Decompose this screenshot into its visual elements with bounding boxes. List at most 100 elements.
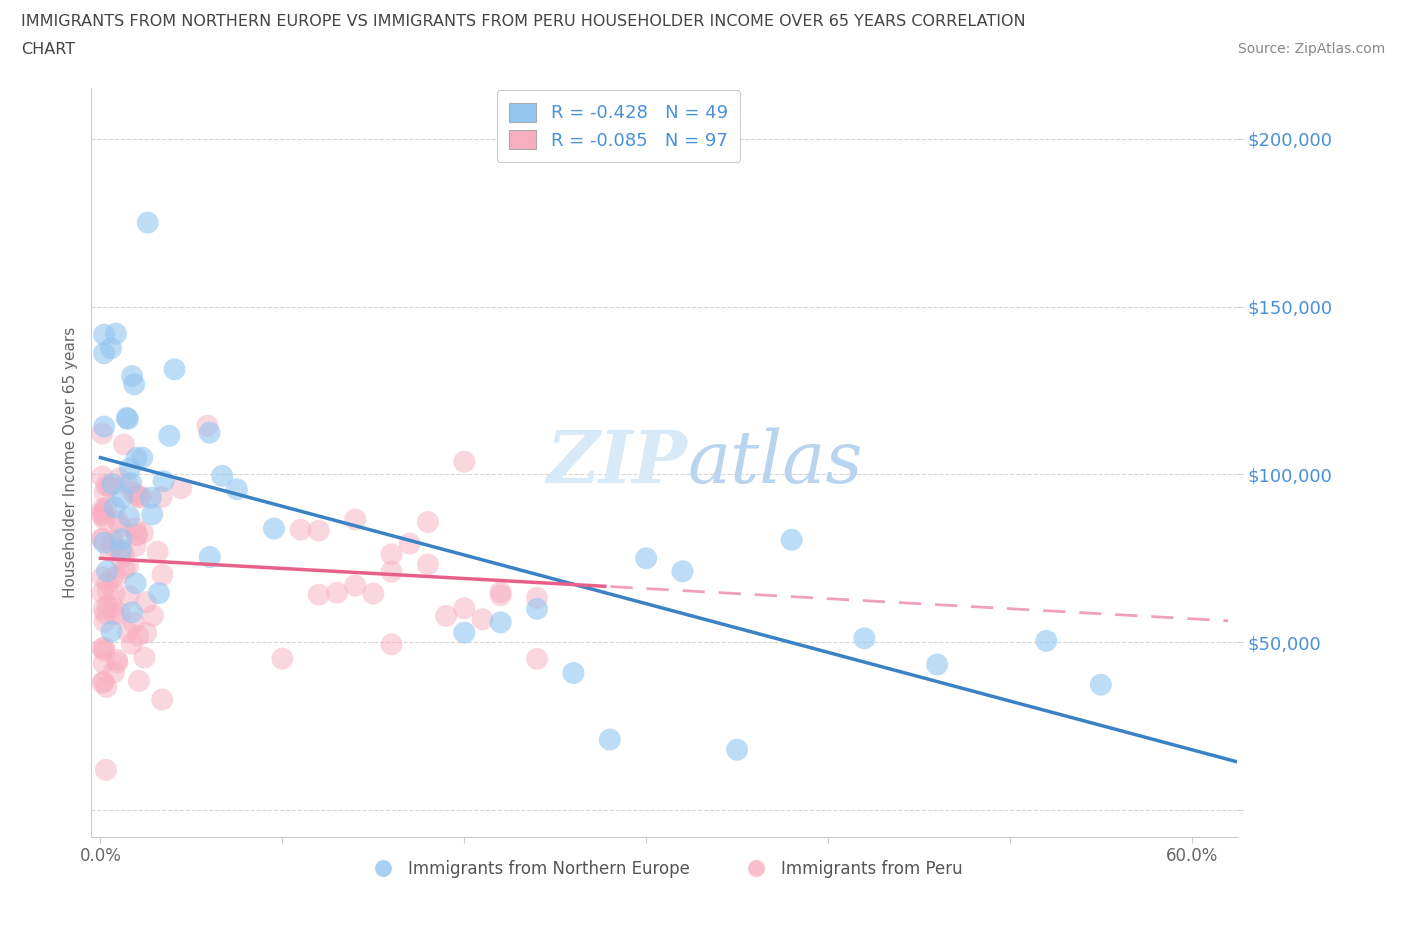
Point [380, 547, 402, 562]
Point [91, 675, 114, 690]
Point [489, 585, 512, 600]
Point [96, 598, 118, 613]
Point [152, 567, 174, 582]
Point [211, 469, 233, 484]
Y-axis label: Householder Income Over 65 years: Householder Income Over 65 years [62, 327, 77, 598]
Point [93, 419, 115, 434]
Point [93, 327, 115, 342]
Point [125, 527, 148, 542]
Point [290, 522, 312, 537]
Point [91, 586, 114, 601]
Point [131, 450, 153, 465]
Point [103, 538, 125, 553]
Point [93, 512, 115, 527]
Point [120, 475, 142, 490]
Point [134, 650, 156, 665]
Point [94, 500, 117, 515]
Point [434, 608, 457, 623]
Point [91, 509, 114, 524]
Point [489, 588, 512, 603]
Point [197, 418, 219, 433]
Point [91, 506, 114, 521]
Point [152, 473, 174, 488]
Point [93, 536, 115, 551]
Point [326, 585, 349, 600]
Point [125, 488, 148, 503]
Point [146, 544, 169, 559]
Point [170, 481, 193, 496]
Point [118, 588, 141, 603]
Point [344, 512, 367, 527]
Point [107, 514, 129, 529]
Point [112, 437, 135, 452]
Point [562, 666, 585, 681]
Point [853, 631, 876, 645]
Point [108, 471, 131, 485]
Point [118, 509, 141, 524]
Point [416, 514, 439, 529]
Point [93, 346, 115, 361]
Point [136, 215, 159, 230]
Point [636, 551, 658, 565]
Point [132, 525, 155, 540]
Point [103, 587, 125, 602]
Point [157, 429, 180, 444]
Point [115, 410, 138, 425]
Point [121, 604, 143, 619]
Point [135, 595, 157, 610]
Point [93, 615, 115, 630]
Point [107, 655, 129, 670]
Point [526, 651, 548, 666]
Point [112, 561, 135, 576]
Point [526, 602, 548, 617]
Point [93, 504, 115, 519]
Point [124, 576, 146, 591]
Point [94, 763, 117, 777]
Point [308, 524, 330, 538]
Point [121, 636, 143, 651]
Point [96, 478, 118, 493]
Point [1090, 677, 1112, 692]
Point [104, 326, 127, 341]
Point [725, 742, 748, 757]
Point [117, 625, 139, 640]
Point [453, 601, 475, 616]
Legend: Immigrants from Northern Europe, Immigrants from Peru: Immigrants from Northern Europe, Immigra… [360, 854, 969, 884]
Point [110, 551, 132, 566]
Point [103, 607, 125, 622]
Point [124, 521, 146, 536]
Point [101, 533, 124, 548]
Point [416, 557, 439, 572]
Point [112, 546, 135, 561]
Point [97, 583, 120, 598]
Point [135, 625, 157, 640]
Point [453, 454, 475, 469]
Point [110, 519, 132, 534]
Point [125, 528, 148, 543]
Point [148, 586, 170, 601]
Point [93, 485, 115, 500]
Point [98, 544, 121, 559]
Text: IMMIGRANTS FROM NORTHERN EUROPE VS IMMIGRANTS FROM PERU HOUSEHOLDER INCOME OVER : IMMIGRANTS FROM NORTHERN EUROPE VS IMMIG… [21, 14, 1026, 29]
Point [163, 362, 186, 377]
Point [225, 482, 247, 497]
Point [100, 624, 122, 639]
Point [91, 469, 114, 484]
Point [198, 550, 221, 565]
Point [471, 612, 494, 627]
Point [111, 532, 134, 547]
Point [94, 606, 117, 621]
Point [100, 340, 122, 355]
Point [117, 559, 139, 574]
Point [128, 673, 150, 688]
Point [129, 489, 152, 504]
Point [128, 490, 150, 505]
Point [139, 490, 162, 505]
Point [101, 599, 124, 614]
Point [91, 426, 114, 441]
Point [121, 485, 143, 499]
Point [91, 532, 114, 547]
Point [121, 368, 143, 383]
Point [91, 641, 114, 656]
Point [105, 652, 128, 667]
